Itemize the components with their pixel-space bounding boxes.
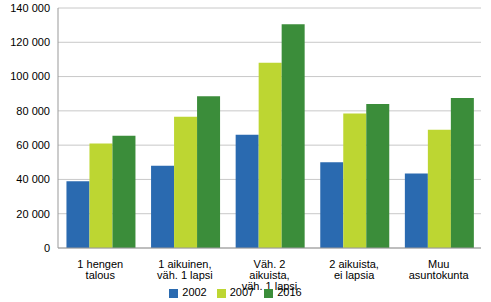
svg-text:100 000: 100 000 bbox=[10, 70, 50, 82]
svg-text:Muuasuntokunta: Muuasuntokunta bbox=[409, 258, 470, 281]
svg-text:120 000: 120 000 bbox=[10, 36, 50, 48]
svg-text:1 hengentalous: 1 hengentalous bbox=[77, 258, 123, 281]
svg-text:2 aikuista,ei lapsia: 2 aikuista,ei lapsia bbox=[329, 258, 379, 281]
svg-text:40 000: 40 000 bbox=[16, 173, 50, 185]
svg-text:140 000: 140 000 bbox=[10, 2, 50, 14]
svg-text:0: 0 bbox=[44, 242, 50, 254]
svg-text:20 000: 20 000 bbox=[16, 208, 50, 220]
svg-text:60 000: 60 000 bbox=[16, 139, 50, 151]
svg-text:Väh. 2aikuista,väh. 1 lapsi: Väh. 2aikuista,väh. 1 lapsi bbox=[242, 258, 298, 292]
svg-text:1 aikuinen,väh. 1 lapsi: 1 aikuinen,väh. 1 lapsi bbox=[157, 258, 213, 281]
svg-text:80 000: 80 000 bbox=[16, 105, 50, 117]
